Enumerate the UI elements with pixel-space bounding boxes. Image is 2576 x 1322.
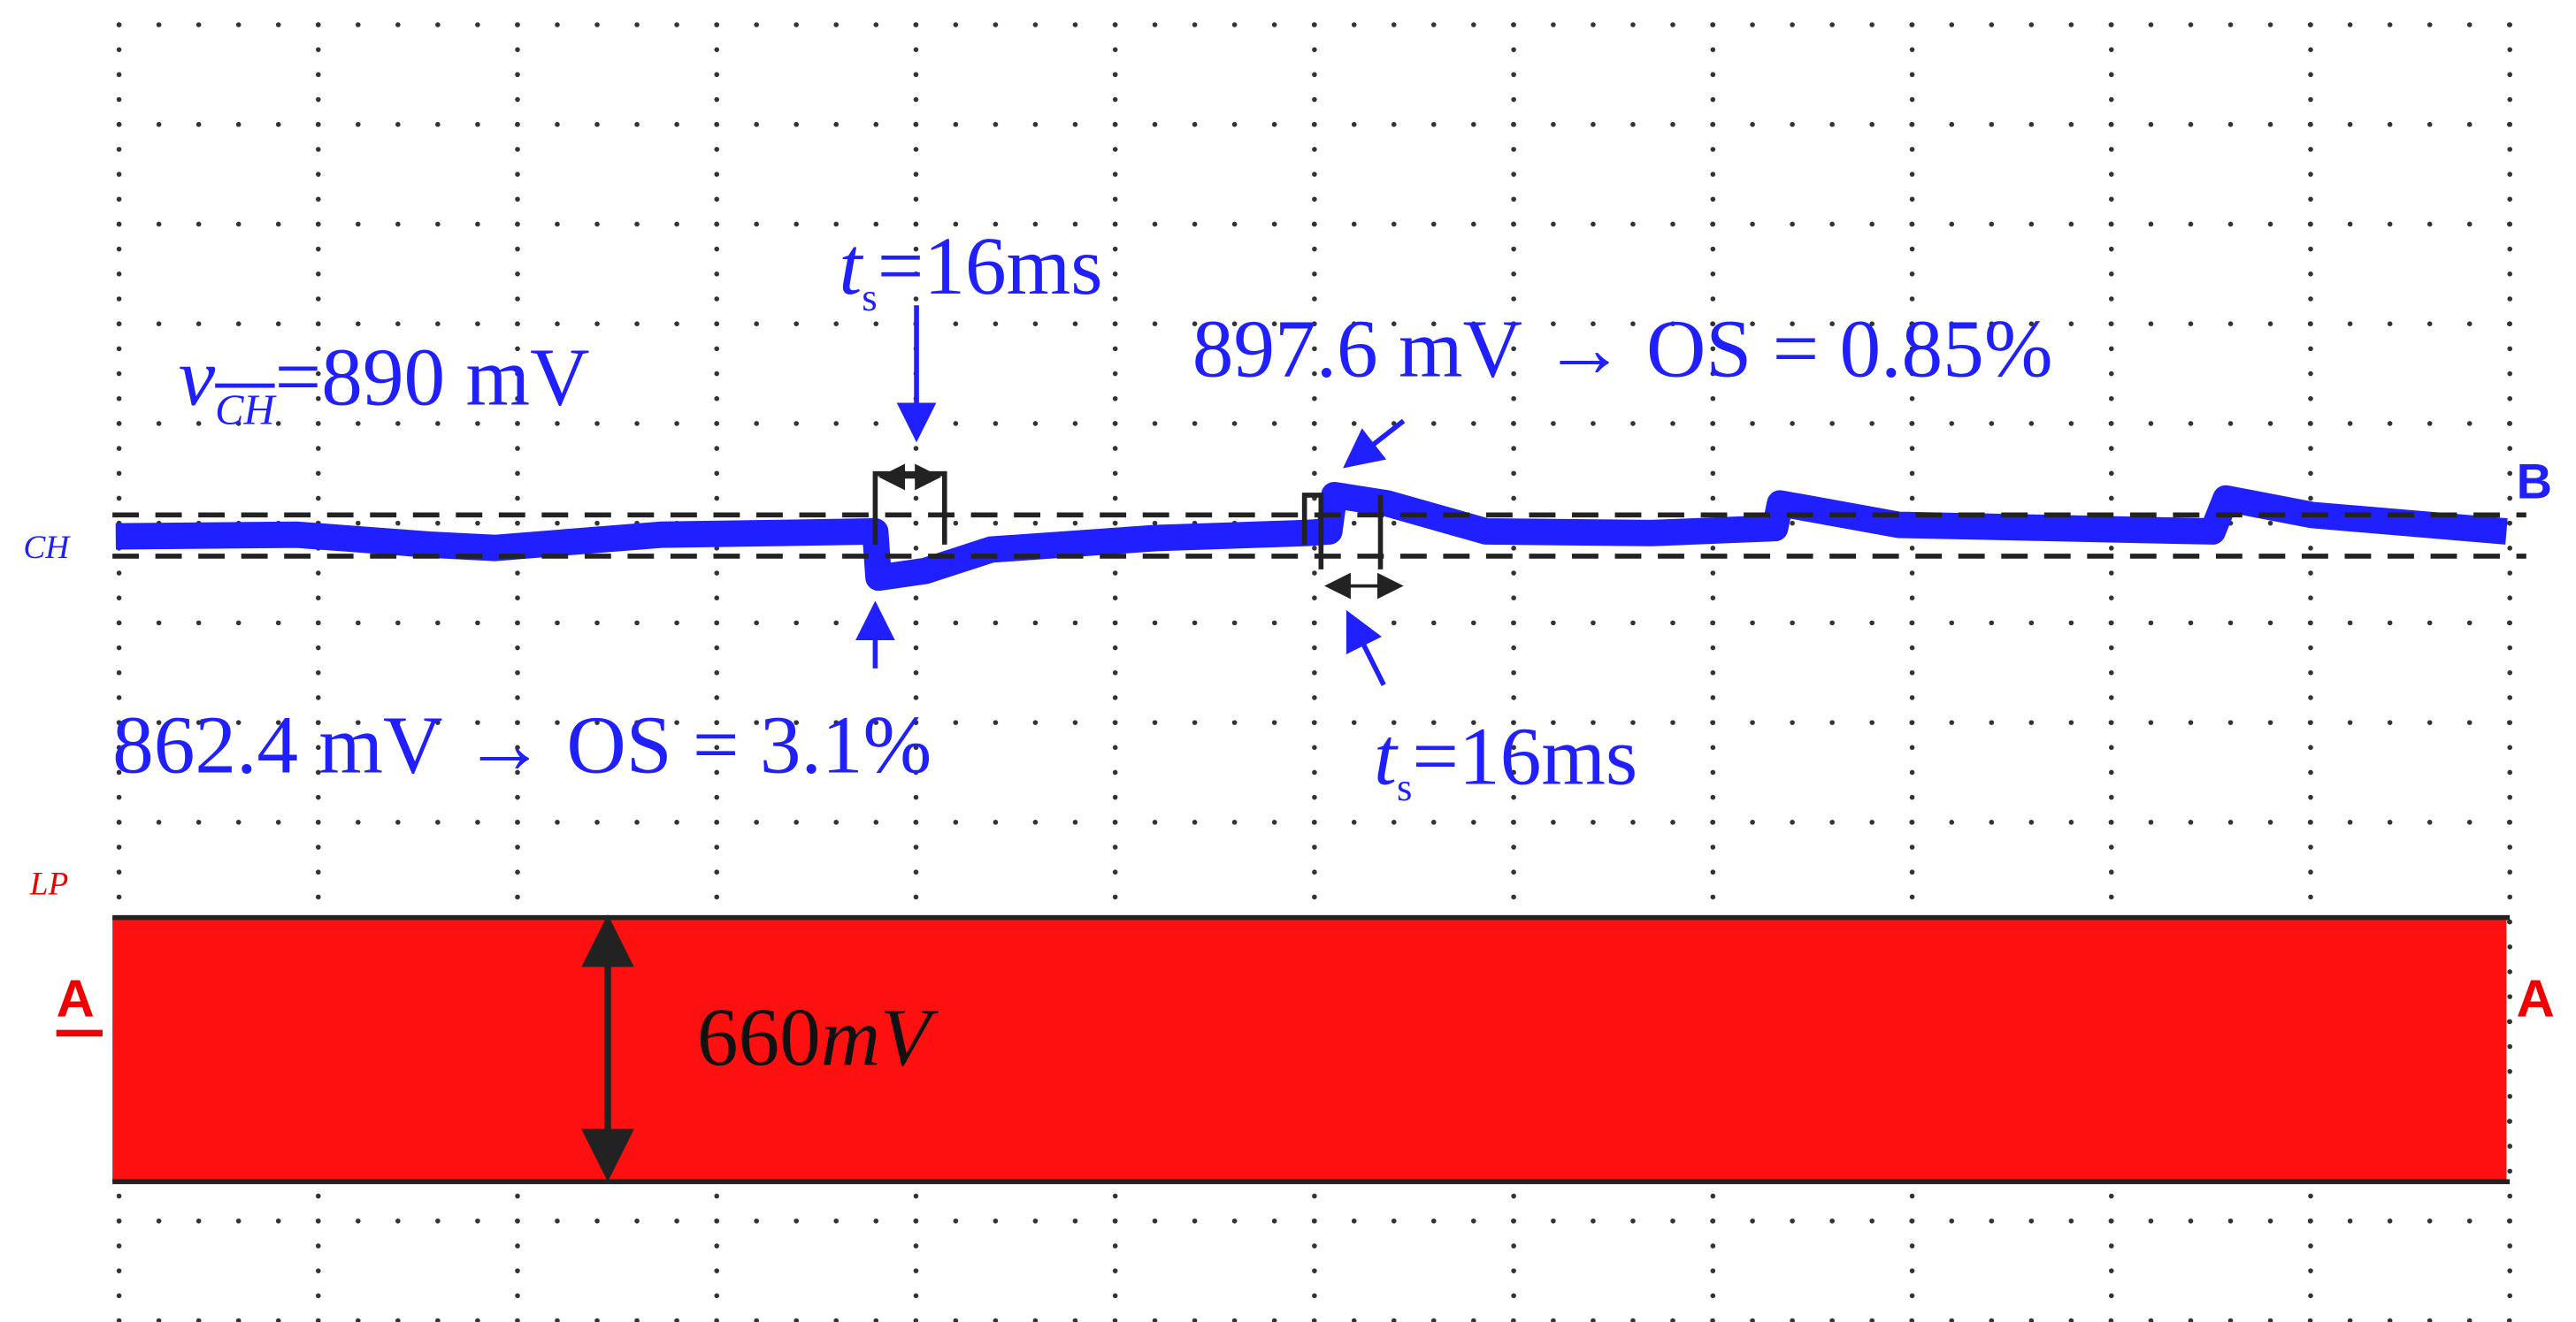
settling-annotation: ts=16ms [1374, 712, 1637, 810]
marker-a: A [2517, 969, 2555, 1028]
subscript: CH [215, 387, 277, 434]
text: OS = 0.85% [1646, 304, 2053, 395]
text: =16ms [1412, 712, 1637, 803]
ch-trace [115, 481, 2508, 592]
value: 897.6 mV [1192, 304, 1522, 395]
lp-label: LP [29, 867, 69, 903]
arrow: → [464, 699, 546, 791]
marker-a: A [57, 969, 95, 1028]
value: 862.4 mV [112, 699, 442, 791]
unit: mV [821, 992, 939, 1083]
symbol: t [839, 221, 863, 312]
text: OS = 3.1% [566, 699, 932, 791]
overshoot-annotation: 897.6 mV → OS = 0.85% [1192, 304, 2053, 395]
text: =16ms [878, 221, 1103, 312]
ripple-annotation: 660mV [697, 992, 939, 1083]
value: 660 [697, 992, 821, 1083]
arrow: → [1543, 304, 1625, 395]
reference-annotation: vCH=890 mV [179, 332, 590, 433]
marker-b: B [2517, 454, 2552, 509]
subscript: s [1397, 765, 1412, 809]
settling-annotation: ts=16ms [839, 221, 1102, 319]
overshoot-annotation: 862.4 mV → OS = 3.1% [112, 699, 932, 791]
lp-band [112, 917, 2507, 1182]
arrow [1343, 418, 1406, 469]
symbol: v [179, 332, 216, 423]
ch-label: CH [23, 530, 71, 566]
symbol: t [1374, 712, 1399, 803]
arrow [1346, 609, 1386, 686]
text: =890 mV [275, 332, 590, 423]
subscript: s [862, 275, 877, 319]
settle-box-2 [1301, 493, 1384, 569]
